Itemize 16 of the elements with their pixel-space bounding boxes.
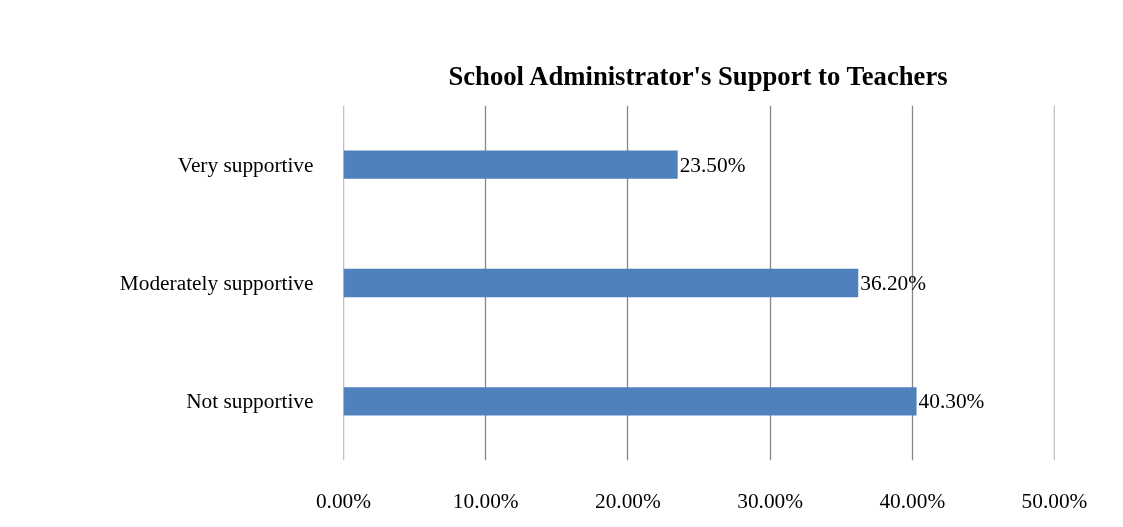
y-tick-label: Very supportive <box>177 152 314 177</box>
y-tick-label: Moderately supportive <box>119 271 314 295</box>
x-tick-label: 50.00% <box>1021 488 1088 513</box>
data-label: 36.20% <box>860 271 927 295</box>
x-tick-label: 20.00% <box>595 488 662 513</box>
data-label: 23.50% <box>679 152 746 177</box>
x-tick-label: 40.00% <box>879 488 946 513</box>
chart-title: School Administrator's Support to Teachers <box>448 60 948 91</box>
bar <box>343 268 859 298</box>
data-label: 40.30% <box>918 389 985 414</box>
x-tick-label: 10.00% <box>452 488 519 513</box>
bar <box>343 150 678 179</box>
y-tick-label: Not supportive <box>186 389 314 414</box>
x-tick-label: 30.00% <box>737 488 804 513</box>
bar <box>343 387 917 416</box>
x-tick-label: 0.00% <box>315 488 372 513</box>
